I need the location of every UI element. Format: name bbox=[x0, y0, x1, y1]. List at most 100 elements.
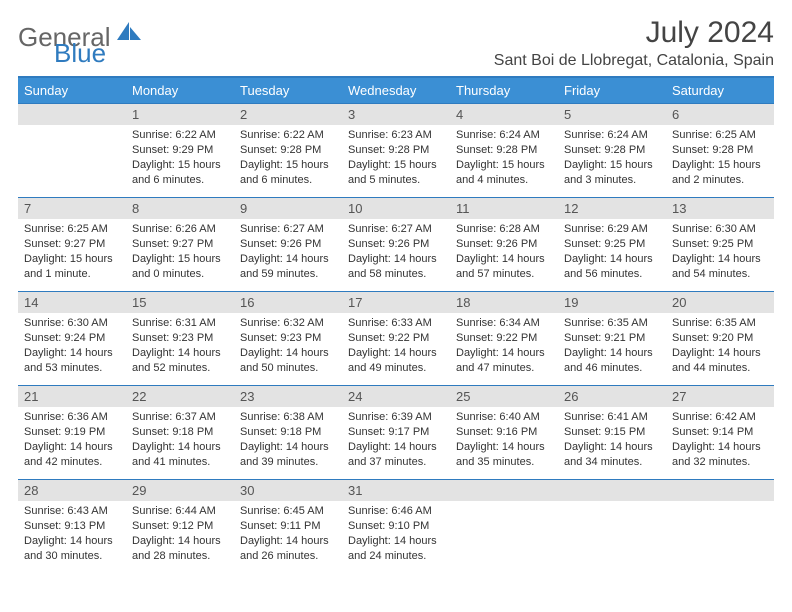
calendar-row: 1Sunrise: 6:22 AMSunset: 9:29 PMDaylight… bbox=[18, 104, 774, 198]
calendar-cell: 20Sunrise: 6:35 AMSunset: 9:20 PMDayligh… bbox=[666, 292, 774, 386]
calendar-cell: 24 Sunrise: 6:39 AMSunset: 9:17 PMDayligh… bbox=[342, 386, 450, 480]
daylight-text: Daylight: 14 hours and 28 minutes. bbox=[132, 534, 228, 564]
sunset-text: Sunset: 9:23 PM bbox=[240, 331, 336, 346]
calendar-cell: 10Sunrise: 6:27 AMSunset: 9:26 PMDayligh… bbox=[342, 198, 450, 292]
sunset-text: Sunset: 9:27 PM bbox=[132, 237, 228, 252]
sunset-text: Sunset: 9:10 PM bbox=[348, 519, 444, 534]
day-content: Sunrise: 6:35 AMSunset: 9:20 PMDaylight:… bbox=[666, 313, 774, 381]
sunset-text: Sunset: 9:21 PM bbox=[564, 331, 660, 346]
daylight-text: Daylight: 15 hours and 4 minutes. bbox=[456, 158, 552, 188]
calendar-body: 1Sunrise: 6:22 AMSunset: 9:29 PMDaylight… bbox=[18, 104, 774, 574]
sunrise-text: Sunrise: 6:45 AM bbox=[240, 504, 336, 519]
sunset-text: Sunset: 9:13 PM bbox=[24, 519, 120, 534]
calendar-cell: 29Sunrise: 6:44 AMSunset: 9:12 PMDayligh… bbox=[126, 480, 234, 574]
calendar-cell bbox=[666, 480, 774, 574]
sunset-text: Sunset: 9:28 PM bbox=[456, 143, 552, 158]
day-content bbox=[18, 125, 126, 193]
day-number: 2 bbox=[234, 104, 342, 125]
daylight-text: Daylight: 14 hours and 32 minutes. bbox=[672, 440, 768, 470]
calendar-row: 7Sunrise: 6:25 AMSunset: 9:27 PMDaylight… bbox=[18, 198, 774, 292]
sunset-text: Sunset: 9:25 PM bbox=[672, 237, 768, 252]
day-number: 31 bbox=[342, 480, 450, 501]
calendar-cell: 22Sunrise: 6:37 AMSunset: 9:18 PMDayligh… bbox=[126, 386, 234, 480]
daylight-text: Daylight: 15 hours and 5 minutes. bbox=[348, 158, 444, 188]
day-content bbox=[666, 501, 774, 569]
weekday-header-row: Sunday Monday Tuesday Wednesday Thursday… bbox=[18, 77, 774, 104]
sunset-text: Sunset: 9:26 PM bbox=[456, 237, 552, 252]
day-number: 21 bbox=[18, 386, 126, 407]
day-content: Sunrise: 6:41 AMSunset: 9:15 PMDaylight:… bbox=[558, 407, 666, 475]
daylight-text: Daylight: 14 hours and 53 minutes. bbox=[24, 346, 120, 376]
daylight-text: Daylight: 14 hours and 26 minutes. bbox=[240, 534, 336, 564]
day-number bbox=[18, 104, 126, 125]
day-number: 3 bbox=[342, 104, 450, 125]
sunrise-text: Sunrise: 6:22 AM bbox=[240, 128, 336, 143]
daylight-text: Daylight: 14 hours and 41 minutes. bbox=[132, 440, 228, 470]
sunrise-text: Sunrise: 6:41 AM bbox=[564, 410, 660, 425]
day-number: 27 bbox=[666, 386, 774, 407]
sunrise-text: Sunrise: 6:27 AM bbox=[240, 222, 336, 237]
day-number: 13 bbox=[666, 198, 774, 219]
daylight-text: Daylight: 14 hours and 24 minutes. bbox=[348, 534, 444, 564]
daylight-text: Daylight: 15 hours and 6 minutes. bbox=[132, 158, 228, 188]
day-number bbox=[666, 480, 774, 501]
day-number: 25 bbox=[450, 386, 558, 407]
day-content: Sunrise: 6:40 AMSunset: 9:16 PMDaylight:… bbox=[450, 407, 558, 475]
day-content: Sunrise: 6:36 AMSunset: 9:19 PMDaylight:… bbox=[18, 407, 126, 475]
sunset-text: Sunset: 9:23 PM bbox=[132, 331, 228, 346]
sunset-text: Sunset: 9:20 PM bbox=[672, 331, 768, 346]
sunrise-text: Sunrise: 6:42 AM bbox=[672, 410, 768, 425]
daylight-text: Daylight: 14 hours and 59 minutes. bbox=[240, 252, 336, 282]
calendar-cell: 7Sunrise: 6:25 AMSunset: 9:27 PMDaylight… bbox=[18, 198, 126, 292]
day-number: 24 bbox=[342, 386, 450, 407]
day-number: 7 bbox=[18, 198, 126, 219]
col-tuesday: Tuesday bbox=[234, 77, 342, 104]
day-number: 23 bbox=[234, 386, 342, 407]
calendar-cell: 6Sunrise: 6:25 AMSunset: 9:28 PMDaylight… bbox=[666, 104, 774, 198]
day-number: 4 bbox=[450, 104, 558, 125]
sunset-text: Sunset: 9:28 PM bbox=[348, 143, 444, 158]
sunset-text: Sunset: 9:19 PM bbox=[24, 425, 120, 440]
col-friday: Friday bbox=[558, 77, 666, 104]
day-content: Sunrise: 6:37 AMSunset: 9:18 PMDaylight:… bbox=[126, 407, 234, 475]
day-content: Sunrise: 6:28 AMSunset: 9:26 PMDaylight:… bbox=[450, 219, 558, 287]
sunrise-text: Sunrise: 6:29 AM bbox=[564, 222, 660, 237]
col-monday: Monday bbox=[126, 77, 234, 104]
sunset-text: Sunset: 9:17 PM bbox=[348, 425, 444, 440]
daylight-text: Daylight: 15 hours and 1 minute. bbox=[24, 252, 120, 282]
calendar-cell: 2Sunrise: 6:22 AMSunset: 9:28 PMDaylight… bbox=[234, 104, 342, 198]
day-content: Sunrise: 6:30 AMSunset: 9:24 PMDaylight:… bbox=[18, 313, 126, 381]
day-number: 22 bbox=[126, 386, 234, 407]
sunrise-text: Sunrise: 6:36 AM bbox=[24, 410, 120, 425]
sunrise-text: Sunrise: 6:39 AM bbox=[348, 410, 444, 425]
daylight-text: Daylight: 14 hours and 46 minutes. bbox=[564, 346, 660, 376]
sail-icon bbox=[115, 20, 143, 42]
sunset-text: Sunset: 9:14 PM bbox=[672, 425, 768, 440]
sunrise-text: Sunrise: 6:24 AM bbox=[456, 128, 552, 143]
sunset-text: Sunset: 9:22 PM bbox=[456, 331, 552, 346]
day-content bbox=[450, 501, 558, 569]
day-number bbox=[558, 480, 666, 501]
day-content: Sunrise: 6:27 AMSunset: 9:26 PMDaylight:… bbox=[342, 219, 450, 287]
sunrise-text: Sunrise: 6:43 AM bbox=[24, 504, 120, 519]
calendar-cell: 15Sunrise: 6:31 AMSunset: 9:23 PMDayligh… bbox=[126, 292, 234, 386]
calendar-cell: 13Sunrise: 6:30 AMSunset: 9:25 PMDayligh… bbox=[666, 198, 774, 292]
daylight-text: Daylight: 14 hours and 35 minutes. bbox=[456, 440, 552, 470]
calendar-cell: 17Sunrise: 6:33 AMSunset: 9:22 PMDayligh… bbox=[342, 292, 450, 386]
col-saturday: Saturday bbox=[666, 77, 774, 104]
daylight-text: Daylight: 14 hours and 30 minutes. bbox=[24, 534, 120, 564]
day-content: Sunrise: 6:27 AMSunset: 9:26 PMDaylight:… bbox=[234, 219, 342, 287]
calendar-cell: 27 Sunrise: 6:42 AMSunset: 9:14 PMDayligh… bbox=[666, 386, 774, 480]
sunset-text: Sunset: 9:12 PM bbox=[132, 519, 228, 534]
sunrise-text: Sunrise: 6:35 AM bbox=[564, 316, 660, 331]
day-number: 11 bbox=[450, 198, 558, 219]
day-content: Sunrise: 6:22 AMSunset: 9:28 PMDaylight:… bbox=[234, 125, 342, 193]
calendar-cell bbox=[18, 104, 126, 198]
sunrise-text: Sunrise: 6:38 AM bbox=[240, 410, 336, 425]
sunset-text: Sunset: 9:28 PM bbox=[672, 143, 768, 158]
day-content: Sunrise: 6:24 AMSunset: 9:28 PMDaylight:… bbox=[450, 125, 558, 193]
daylight-text: Daylight: 14 hours and 37 minutes. bbox=[348, 440, 444, 470]
sunrise-text: Sunrise: 6:32 AM bbox=[240, 316, 336, 331]
sunrise-text: Sunrise: 6:35 AM bbox=[672, 316, 768, 331]
day-number: 19 bbox=[558, 292, 666, 313]
